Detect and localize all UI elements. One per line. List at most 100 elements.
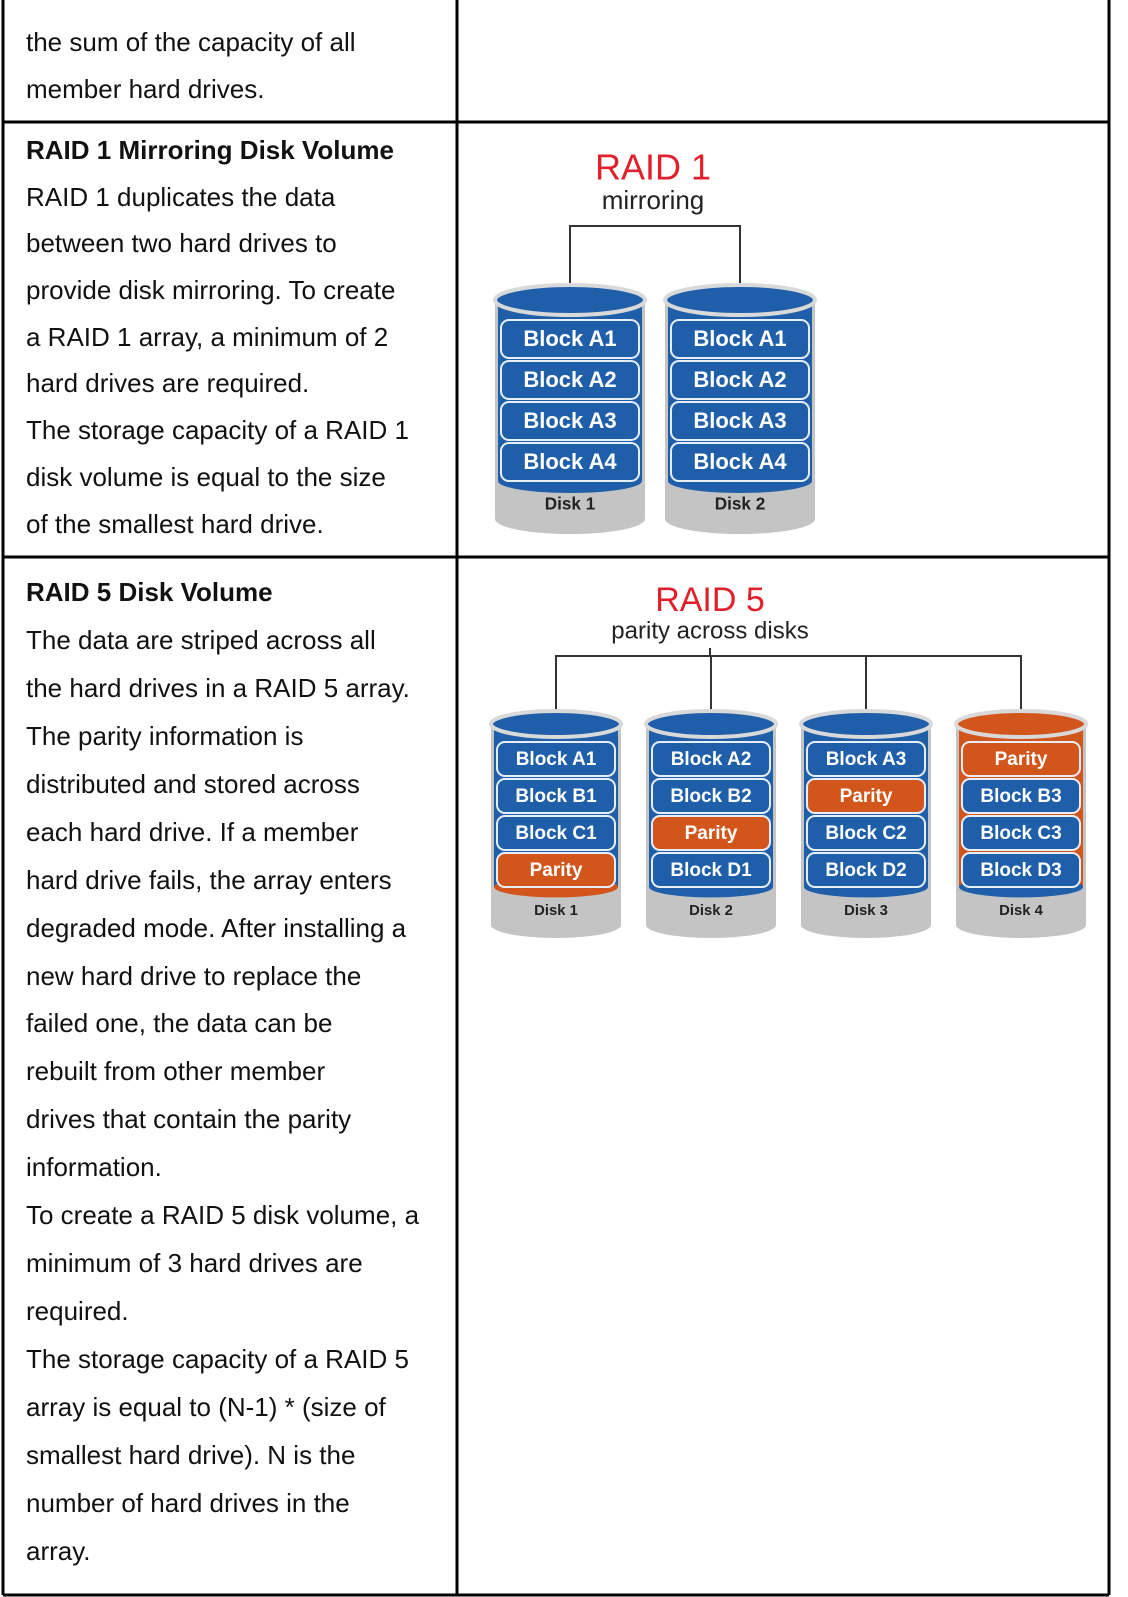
text-line: member hard drives. bbox=[26, 74, 265, 104]
disk-label: Disk 2 bbox=[715, 494, 766, 514]
text-line: required. bbox=[26, 1296, 129, 1327]
block bbox=[670, 360, 810, 400]
block bbox=[500, 319, 640, 359]
block bbox=[961, 815, 1081, 851]
text-line: array is equal to (N-1) * (size of bbox=[26, 1391, 386, 1422]
text-line: the sum of the capacity of all bbox=[26, 27, 356, 57]
diagram-subtitle: parity across disks bbox=[611, 617, 808, 644]
block-label: Block A1 bbox=[693, 326, 786, 351]
disk-top bbox=[493, 283, 647, 317]
disk-top bbox=[954, 709, 1088, 739]
text-line: rebuilt from other member bbox=[26, 1056, 326, 1087]
text-line: The storage capacity of a RAID 5 bbox=[26, 1344, 409, 1374]
text-line: a RAID 1 array, a minimum of 2 bbox=[26, 321, 389, 352]
block-label: Block A2 bbox=[671, 749, 752, 770]
disk-label: Disk 4 bbox=[999, 903, 1043, 919]
block-label: Block A2 bbox=[693, 367, 786, 392]
block-label: Block A1 bbox=[523, 326, 616, 351]
cell-text: RAID 5 Disk Volume The data are striped a… bbox=[26, 569, 456, 1576]
disk-label: Disk 1 bbox=[534, 903, 578, 919]
text-line: drives that contain the parity bbox=[26, 1104, 352, 1135]
text-line: between two hard drives to bbox=[26, 228, 337, 259]
disk-top bbox=[799, 709, 933, 739]
block bbox=[806, 815, 926, 851]
diagram-title: RAID 1 bbox=[595, 147, 711, 188]
block-label: Block A3 bbox=[826, 749, 907, 770]
text-line: smallest hard drive). N is the bbox=[26, 1439, 356, 1470]
cell-text: the sum of the capacity of all member har… bbox=[26, 19, 456, 113]
heading: RAID 5 Disk Volume bbox=[26, 577, 273, 607]
connector bbox=[555, 655, 1022, 722]
block bbox=[806, 741, 926, 777]
block bbox=[651, 815, 771, 851]
disk: Block A1 Block B1 Block C1 Parity Disk 1 bbox=[489, 709, 623, 938]
block-label: Block B2 bbox=[670, 786, 751, 807]
disk-label: Disk 1 bbox=[545, 494, 596, 514]
block-label: Block B1 bbox=[515, 786, 597, 807]
block-label: Block A1 bbox=[516, 749, 597, 770]
block-label: Parity bbox=[530, 860, 583, 881]
disk-label: Disk 2 bbox=[689, 903, 733, 919]
text-line: The storage capacity of a RAID 1 bbox=[26, 415, 409, 446]
block bbox=[961, 852, 1081, 888]
block-label: Block D2 bbox=[825, 860, 906, 881]
text-line: of the smallest hard drive. bbox=[26, 508, 324, 539]
block-label: Block C2 bbox=[825, 823, 906, 844]
disk: Block A1 Block A2 Block A3 Block A4 Disk 2 bbox=[663, 283, 817, 534]
text-line: hard drive fails, the array enters bbox=[26, 864, 392, 895]
disk-top bbox=[663, 283, 817, 317]
block bbox=[651, 778, 771, 814]
block bbox=[670, 442, 810, 482]
diagram-subtitle: mirroring bbox=[602, 185, 705, 215]
text-line: information. bbox=[26, 1152, 162, 1183]
block bbox=[961, 778, 1081, 814]
block-label: Block D1 bbox=[670, 860, 752, 881]
disk-top bbox=[489, 709, 623, 739]
cell-text: RAID 1 Mirroring Disk Volume RAID 1 dupli… bbox=[26, 127, 456, 547]
disk-bottom bbox=[956, 912, 1086, 938]
diagram-title: RAID 5 bbox=[655, 581, 765, 619]
block bbox=[500, 401, 640, 441]
block bbox=[961, 741, 1081, 777]
disk: Block A3 Parity Block C2 Block D2 Disk 3 bbox=[799, 709, 933, 938]
text-line: array. bbox=[26, 1535, 91, 1566]
block bbox=[651, 741, 771, 777]
disk-bottom bbox=[495, 504, 645, 534]
block-label: Parity bbox=[840, 786, 893, 807]
block bbox=[496, 815, 616, 851]
text-line: distributed and stored across bbox=[26, 768, 360, 799]
block-label: Block A2 bbox=[523, 367, 616, 392]
block-label: Parity bbox=[685, 823, 738, 844]
text-line: new hard drive to replace the bbox=[26, 960, 362, 991]
text-line: failed one, the data can be bbox=[26, 1008, 333, 1039]
text-line: degraded mode. After installing a bbox=[26, 912, 407, 943]
block bbox=[496, 741, 616, 777]
connector bbox=[569, 225, 741, 290]
disk-bottom bbox=[646, 912, 776, 938]
block bbox=[806, 778, 926, 814]
block bbox=[806, 852, 926, 888]
block-label: Block A4 bbox=[693, 449, 787, 474]
block bbox=[500, 442, 640, 482]
block bbox=[670, 401, 810, 441]
block bbox=[651, 852, 771, 888]
heading: RAID 1 Mirroring Disk Volume bbox=[26, 135, 394, 165]
disk-label: Disk 3 bbox=[844, 903, 888, 919]
block-label: Block C1 bbox=[515, 823, 597, 844]
block-label: Block B3 bbox=[980, 786, 1061, 807]
block-label: Block A3 bbox=[523, 408, 616, 433]
text-line: The parity information is bbox=[26, 720, 304, 751]
block-label: Block C3 bbox=[980, 823, 1061, 844]
block-label: Parity bbox=[995, 749, 1048, 770]
text-line: disk volume is equal to the size bbox=[26, 461, 386, 492]
disk-top bbox=[644, 709, 778, 739]
text-line: minimum of 3 hard drives are bbox=[26, 1248, 363, 1279]
text-line: provide disk mirroring. To create bbox=[26, 275, 396, 306]
text-line: the hard drives in a RAID 5 array. bbox=[26, 672, 410, 703]
block-label: Block D3 bbox=[980, 860, 1061, 881]
block-label: Block A3 bbox=[693, 408, 786, 433]
text-line: number of hard drives in the bbox=[26, 1487, 350, 1518]
